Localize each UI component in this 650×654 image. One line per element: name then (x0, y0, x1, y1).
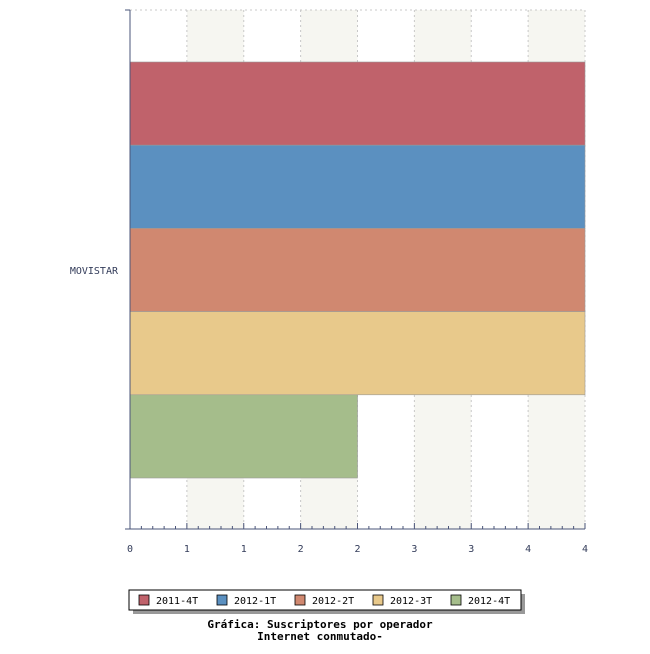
x-tick-label: 4 (525, 544, 531, 555)
axes (125, 9, 586, 530)
x-tick-label: 1 (184, 544, 190, 555)
x-tick-label: 1 (241, 544, 247, 555)
bar-2012-2T (129, 228, 586, 312)
bar-2011-4T (129, 61, 586, 146)
legend-label: 2012-3T (390, 596, 432, 607)
x-tick-label: 3 (411, 544, 417, 555)
legend-label: 2012-2T (312, 596, 354, 607)
legend-swatch (216, 594, 228, 606)
legend-swatch (372, 594, 384, 606)
bar-2012-1T (129, 144, 586, 229)
chart-title: Gráfica: Suscriptores por operador (207, 618, 433, 631)
legend-label: 2012-4T (468, 596, 510, 607)
legend-swatch (294, 594, 306, 606)
legend-item: 2012-3T (372, 594, 432, 607)
x-tick-label: 3 (468, 544, 474, 555)
legend-item: 2012-4T (450, 594, 510, 607)
x-tick-label: 0 (127, 544, 133, 555)
chart-subtitle: Internet conmutado- (257, 630, 383, 643)
bars (129, 61, 586, 479)
legend-label: 2011-4T (156, 596, 198, 607)
legend-item: 2011-4T (138, 594, 198, 607)
x-tick-label: 4 (582, 544, 588, 555)
legend: 2011-4T 2012-1T 2012-2T 2012-3T 2012-4T (128, 589, 525, 614)
legend-item: 2012-1T (216, 594, 276, 607)
legend-swatch (450, 594, 462, 606)
bar-2012-4T (129, 394, 358, 479)
bar-2012-3T (129, 311, 586, 396)
legend-swatch (138, 594, 150, 606)
category-label: MOVISTAR (70, 266, 119, 277)
x-tick-labels: 0 1 1 2 2 3 3 4 4 (127, 544, 588, 555)
x-tick-label: 2 (354, 544, 360, 555)
legend-item: 2012-2T (294, 594, 354, 607)
legend-label: 2012-1T (234, 596, 276, 607)
x-tick-label: 2 (298, 544, 304, 555)
